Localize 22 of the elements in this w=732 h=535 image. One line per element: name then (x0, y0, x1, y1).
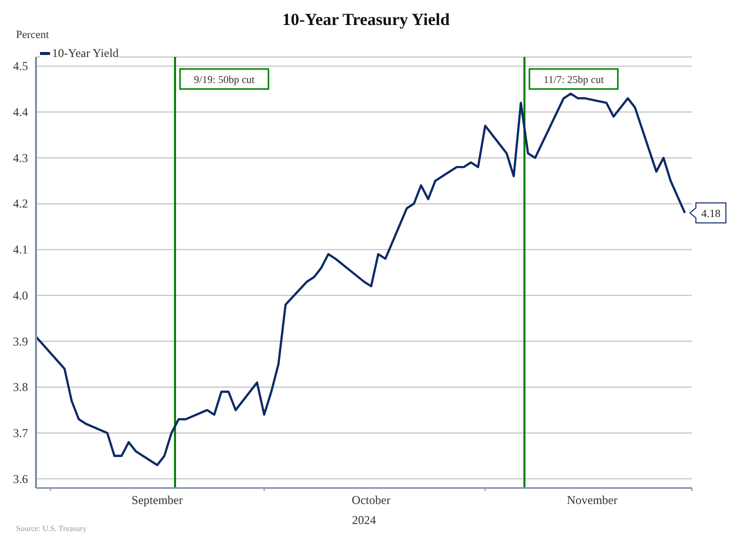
ref-line-label: 9/19: 50bp cut (194, 75, 255, 86)
source-note: Source: U.S. Treasury (16, 524, 87, 533)
y-tick-label: 4.3 (13, 150, 28, 165)
legend-label: 10-Year Yield (40, 46, 119, 61)
y-tick-label: 3.8 (13, 380, 28, 394)
x-tick-label: October (352, 493, 390, 507)
y-tick-label: 4.2 (13, 196, 28, 211)
y-tick-label: 4.4 (13, 105, 28, 120)
data-label: 4.18 (701, 208, 721, 220)
chart-title: 10-Year Treasury Yield (281, 10, 451, 30)
x-tick-label: September (132, 493, 183, 507)
x-tick-label: November (566, 493, 618, 507)
x-axis-title: 2024 (352, 513, 376, 527)
y-tick-label: 3.9 (13, 334, 28, 348)
y-tick-label: 4.0 (13, 288, 28, 302)
line-series (36, 92, 686, 466)
y-tick-label: 4.5 (13, 59, 28, 74)
y-tick-label: 4.1 (13, 242, 28, 257)
y-tick-label: 3.7 (13, 426, 28, 440)
y-axis-title: Percent (16, 29, 49, 41)
y-tick-label: 3.6 (13, 472, 28, 486)
ref-line-label: 11/7: 25bp cut (543, 75, 604, 86)
